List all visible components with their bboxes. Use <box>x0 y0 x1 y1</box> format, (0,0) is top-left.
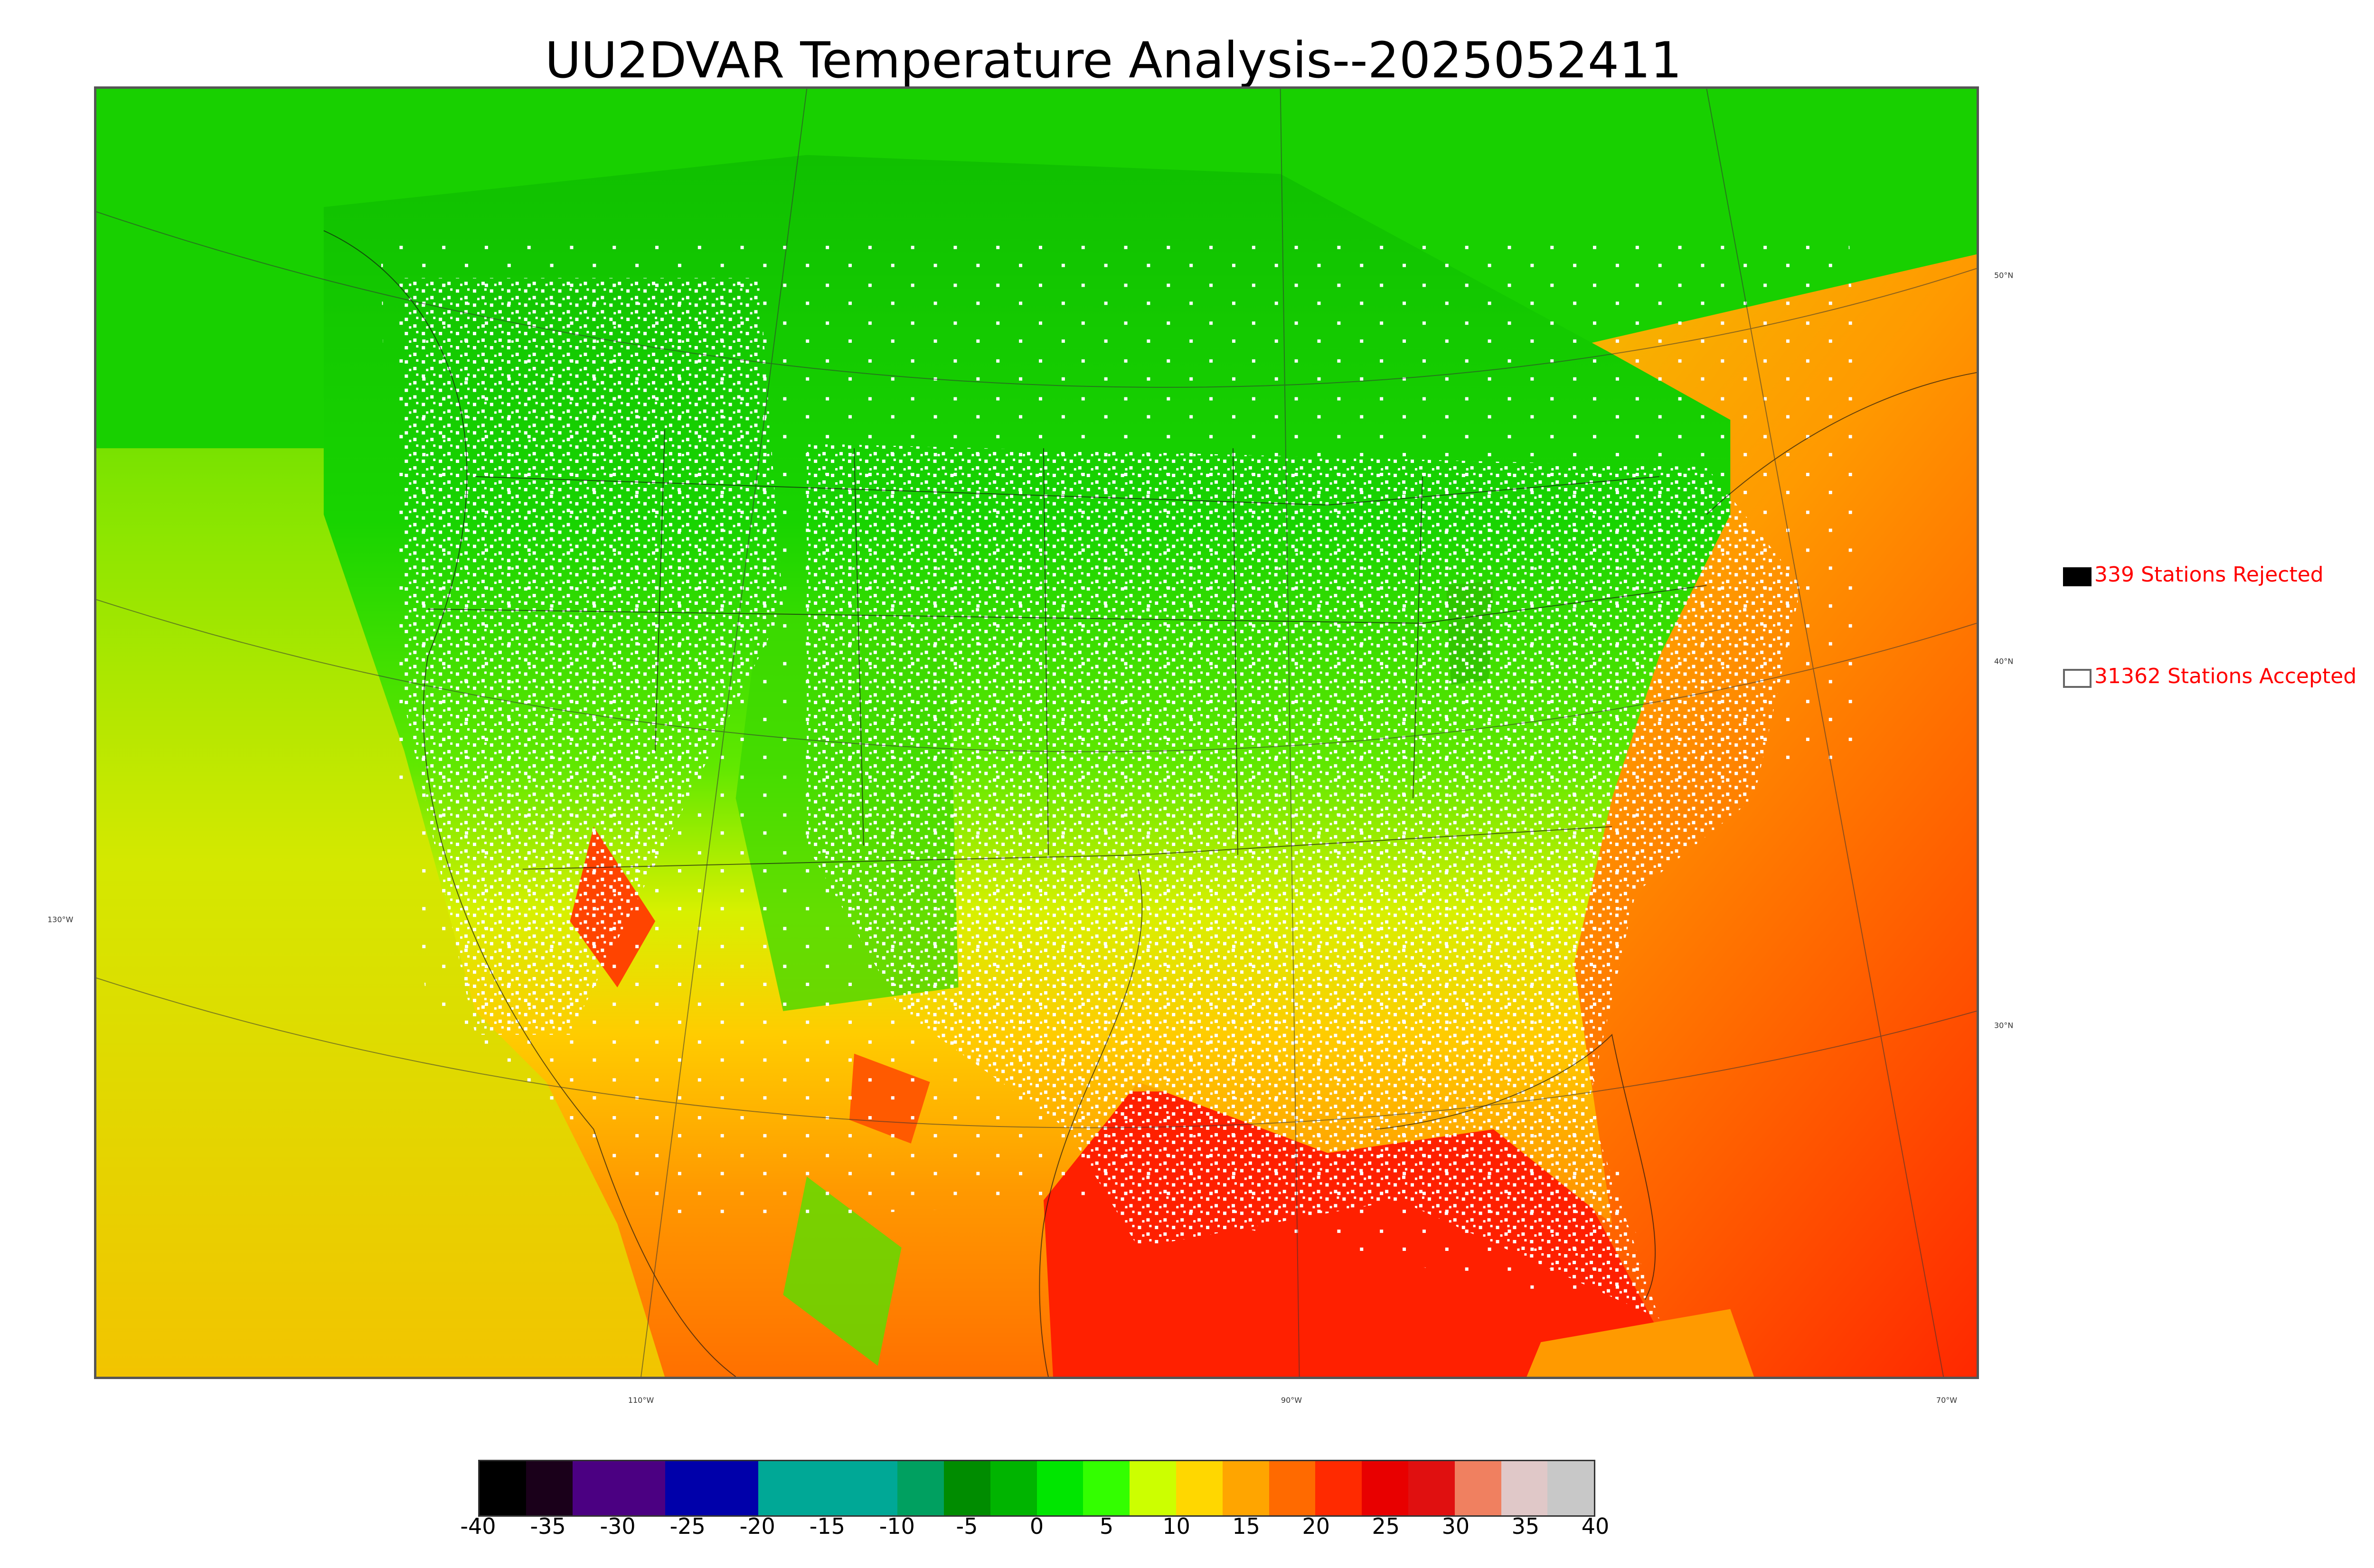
colorbar-tick-label: -5 <box>956 1513 978 1539</box>
colorbar-tick-label: 0 <box>1029 1513 1044 1539</box>
colorbar-segment <box>851 1461 898 1515</box>
colorbar-segment <box>1036 1461 1083 1515</box>
colorbar-tick-label: -35 <box>530 1513 566 1539</box>
colorbar-segment <box>1408 1461 1455 1515</box>
chart-title: UU2DVAR Temperature Analysis--2025052411 <box>545 31 1682 89</box>
colorbar-segment <box>1501 1461 1548 1515</box>
colorbar-tick-label: -25 <box>669 1513 706 1539</box>
temperature-colorbar <box>478 1460 1595 1517</box>
legend-rejected: 339 Stations Rejected <box>2063 562 2374 590</box>
colorbar-tick-label: 30 <box>1441 1513 1470 1539</box>
colorbar-segment <box>665 1461 712 1515</box>
colorbar-segment <box>1315 1461 1362 1515</box>
colorbar-segment <box>1362 1461 1408 1515</box>
lon-label-70w: 70°W <box>1936 1396 1958 1405</box>
temperature-map <box>94 86 1979 1379</box>
colorbar-segment <box>758 1461 805 1515</box>
colorbar-tick-label: 10 <box>1162 1513 1190 1539</box>
colorbar-tick-label: -30 <box>600 1513 636 1539</box>
colorbar-tick-label: 35 <box>1511 1513 1540 1539</box>
colorbar-tick-label: -40 <box>460 1513 496 1539</box>
accepted-label: 31362 Stations Accepted <box>2094 664 2357 688</box>
colorbar-segment <box>1176 1461 1223 1515</box>
colorbar-segment <box>572 1461 619 1515</box>
colorbar-segment <box>1269 1461 1316 1515</box>
colorbar-tick-label: 40 <box>1581 1513 1610 1539</box>
colorbar-segment <box>990 1461 1037 1515</box>
colorbar-segment <box>1222 1461 1269 1515</box>
colorbar-segment <box>897 1461 944 1515</box>
colorbar-tick-label: 15 <box>1232 1513 1260 1539</box>
rejected-swatch <box>2063 567 2091 586</box>
colorbar-tick-label: -15 <box>809 1513 845 1539</box>
colorbar-tick-label: 20 <box>1302 1513 1330 1539</box>
lon-label-90w: 90°W <box>1281 1396 1302 1405</box>
rejected-label: 339 Stations Rejected <box>2094 563 2324 587</box>
colorbar-segment <box>711 1461 758 1515</box>
colorbar-tick-label: 25 <box>1372 1513 1400 1539</box>
colorbar-segment <box>480 1461 526 1515</box>
colorbar-segment <box>804 1461 851 1515</box>
lat-label-40n: 40°N <box>1994 657 2014 666</box>
colorbar-tick-label: -10 <box>879 1513 915 1539</box>
colorbar-segment <box>1454 1461 1501 1515</box>
colorbar-segment <box>1083 1461 1130 1515</box>
legend-accepted: 31362 Stations Accepted <box>2063 663 2374 692</box>
temperature-field <box>96 89 1977 1377</box>
lat-label-50n: 50°N <box>1994 271 2014 280</box>
colorbar-segment <box>943 1461 990 1515</box>
lon-label-130w: 130°W <box>47 915 74 924</box>
colorbar-tick-label: 5 <box>1099 1513 1114 1539</box>
lon-label-110w: 110°W <box>628 1396 654 1405</box>
colorbar-segment <box>1547 1461 1594 1515</box>
lat-label-30n: 30°N <box>1994 1021 2014 1030</box>
accepted-swatch <box>2063 669 2091 688</box>
colorbar-segment <box>1130 1461 1176 1515</box>
colorbar-segment <box>526 1461 573 1515</box>
colorbar-tick-label: -20 <box>739 1513 775 1539</box>
colorbar-segment <box>619 1461 666 1515</box>
